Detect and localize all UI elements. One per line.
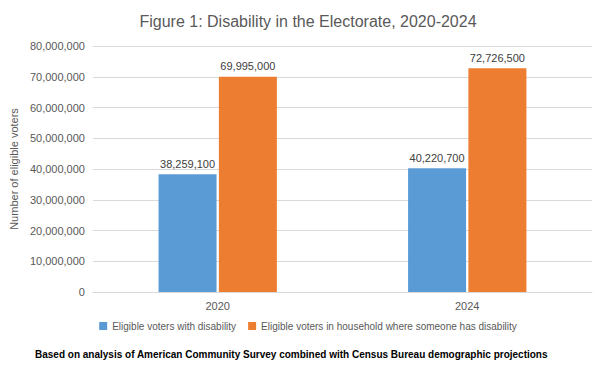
svg-text:40,220,700: 40,220,700 bbox=[410, 152, 465, 164]
svg-text:72,726,500: 72,726,500 bbox=[470, 52, 525, 64]
svg-text:0: 0 bbox=[79, 286, 85, 298]
svg-text:Eligible voters in household w: Eligible voters in household where someo… bbox=[261, 321, 517, 332]
svg-text:69,995,000: 69,995,000 bbox=[220, 60, 275, 72]
svg-text:40,000,000: 40,000,000 bbox=[30, 163, 85, 175]
svg-text:10,000,000: 10,000,000 bbox=[30, 255, 85, 267]
svg-text:30,000,000: 30,000,000 bbox=[30, 194, 85, 206]
svg-text:50,000,000: 50,000,000 bbox=[30, 132, 85, 144]
svg-text:Figure 1: Disability in the El: Figure 1: Disability in the Electorate, … bbox=[139, 13, 476, 30]
svg-text:2020: 2020 bbox=[205, 300, 229, 312]
svg-text:Based on analysis of American: Based on analysis of American Community … bbox=[35, 349, 548, 360]
svg-text:70,000,000: 70,000,000 bbox=[30, 71, 85, 83]
svg-text:60,000,000: 60,000,000 bbox=[30, 102, 85, 114]
svg-text:80,000,000: 80,000,000 bbox=[30, 40, 85, 52]
svg-text:Eligible voters with disabilit: Eligible voters with disability bbox=[112, 321, 236, 332]
svg-text:38,259,100: 38,259,100 bbox=[160, 158, 215, 170]
svg-text:Number of eligible voters: Number of eligible voters bbox=[8, 108, 20, 230]
svg-text:2024: 2024 bbox=[455, 300, 479, 312]
svg-text:20,000,000: 20,000,000 bbox=[30, 225, 85, 237]
